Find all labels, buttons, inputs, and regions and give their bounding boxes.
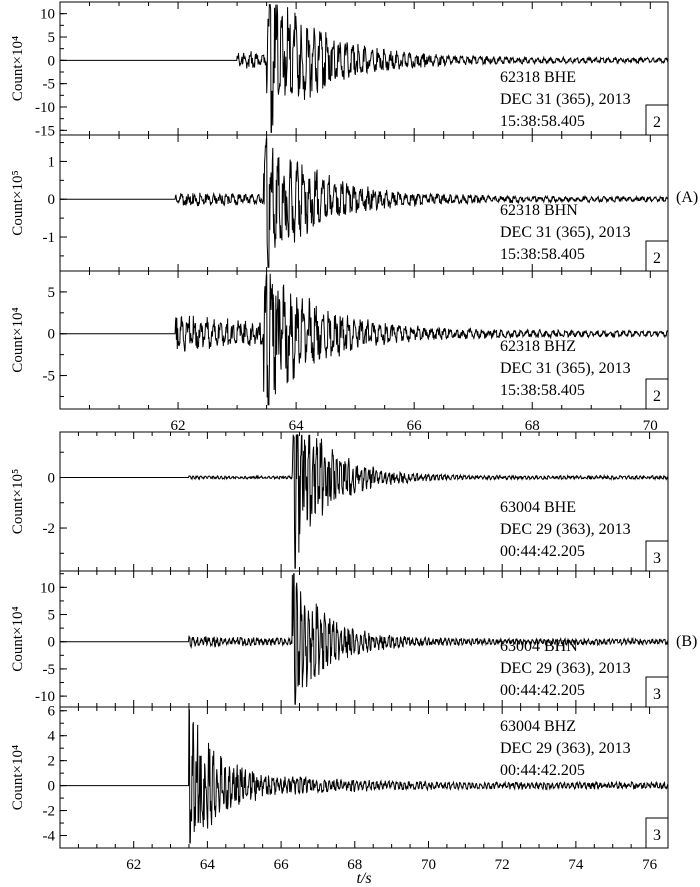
trace-station: 63004 BHE <box>500 499 576 516</box>
y-tick-label: -5 <box>43 77 56 93</box>
y-tick-label: 2 <box>48 754 56 770</box>
panel-0-2: 5 0 -5 Count×10⁴ 2 62318 BHZ DEC 31 (365), 201… <box>10 270 669 410</box>
corner-box-label: 3 <box>653 686 661 703</box>
y-tick-label: 10 <box>40 7 55 23</box>
x-tick-label: 62 <box>171 418 186 434</box>
group-label: (B) <box>676 633 697 650</box>
y-axis-label: Count×10⁴ <box>10 606 26 671</box>
x-tick-label: 70 <box>421 857 436 873</box>
waveform-trace <box>60 4 669 133</box>
x-tick-label: 62 <box>126 857 141 873</box>
trace-time: 00:44:42.205 <box>500 762 585 779</box>
trace-station: 62318 BHE <box>500 69 576 86</box>
x-tick-label: 74 <box>568 857 584 873</box>
corner-box-label: 2 <box>653 388 661 405</box>
y-tick-label: -5 <box>43 369 56 385</box>
trace-time: 00:44:42.205 <box>500 682 585 699</box>
y-tick-label: -10 <box>35 689 55 705</box>
y-axis-label: Count×10⁵ <box>10 170 26 235</box>
y-tick-label: 0 <box>48 53 56 69</box>
panel-0-1: 1 0 -1 Count×10⁵ 2 62318 BHN DEC 31 (365), 201… <box>10 134 669 272</box>
y-tick-label: 4 <box>48 729 56 745</box>
y-tick-label: 0 <box>48 470 56 486</box>
trace-time: 15:38:58.405 <box>500 246 585 263</box>
corner-box-label: 2 <box>653 250 661 267</box>
y-tick-label: -15 <box>35 123 55 139</box>
y-tick-label: 0 <box>48 779 56 795</box>
x-tick-label: 68 <box>525 418 540 434</box>
trace-date: DEC 29 (363), 2013 <box>500 521 631 538</box>
y-tick-label: 0 <box>48 635 56 651</box>
trace-time: 15:38:58.405 <box>500 113 585 130</box>
trace-date: DEC 31 (365), 2013 <box>500 360 631 377</box>
x-tick-label: 66 <box>274 857 290 873</box>
y-tick-label: 5 <box>48 285 56 301</box>
x-tick-label: 64 <box>289 418 305 434</box>
y-tick-label: -4 <box>43 829 56 845</box>
y-tick-label: 5 <box>48 608 56 624</box>
panel-0-0: 10 5 0 -5 -10 -15 Count×10⁴ 2 62318 BHE DEC 31 (3… <box>10 1 669 139</box>
panel-frame <box>59 706 669 849</box>
panel-1-0: 0 -2 Count×10⁵ 3 63004 BHE DEC 29 (363), 2013… <box>10 431 669 572</box>
y-tick-label: 6 <box>48 704 56 720</box>
corner-box <box>645 378 669 410</box>
corner-box <box>645 817 669 849</box>
y-axis-label: Count×10⁵ <box>10 469 26 534</box>
trace-date: DEC 29 (363), 2013 <box>500 740 631 757</box>
corner-box-label: 3 <box>653 550 661 567</box>
x-tick-label: 66 <box>407 418 423 434</box>
x-tick-label: 76 <box>642 857 658 873</box>
trace-station: 62318 BHN <box>500 202 578 219</box>
y-tick-label: 5 <box>48 30 56 46</box>
x-tick-label: 64 <box>200 857 216 873</box>
y-tick-label: -5 <box>43 662 56 678</box>
x-tick-label: 72 <box>495 857 510 873</box>
waveform-trace <box>60 573 669 705</box>
waveform-trace <box>60 138 669 268</box>
trace-time: 00:44:42.205 <box>500 543 585 560</box>
panel-1-2: 6 4 2 0 -2 -4 Count×10⁴ 3 63004 BHZ DEC 29 (363),… <box>10 704 669 849</box>
corner-box-label: 3 <box>653 827 661 844</box>
y-tick-label: 10 <box>40 580 55 596</box>
corner-box-label: 2 <box>653 114 661 131</box>
y-tick-label: -2 <box>43 804 56 820</box>
y-tick-label: -10 <box>35 100 55 116</box>
y-axis-label: Count×10⁴ <box>10 745 26 810</box>
y-tick-label: -1 <box>43 230 56 246</box>
x-axis-label: t/s <box>356 870 371 887</box>
trace-time: 15:38:58.405 <box>500 382 585 399</box>
trace-date: DEC 31 (365), 2013 <box>500 91 631 108</box>
waveform-trace <box>60 709 669 844</box>
panel-frame <box>59 270 669 410</box>
y-tick-label: 0 <box>48 327 56 343</box>
x-tick-label: 70 <box>643 418 658 434</box>
y-tick-label: 1 <box>48 154 56 170</box>
waveform-trace <box>60 273 669 406</box>
group-label: (A) <box>676 189 698 206</box>
y-axis-label: Count×10⁴ <box>10 307 26 372</box>
y-axis-label: Count×10⁴ <box>10 36 26 101</box>
trace-date: DEC 29 (363), 2013 <box>500 660 631 677</box>
y-tick-label: -2 <box>43 521 56 537</box>
trace-station: 62318 BHZ <box>500 338 576 355</box>
x-tick-label: 68 <box>347 857 362 873</box>
trace-date: DEC 31 (365), 2013 <box>500 224 631 241</box>
y-tick-label: 0 <box>48 192 56 208</box>
group-1: 0 -2 Count×10⁵ 3 63004 BHE DEC 29 (363), 2013… <box>10 431 697 887</box>
waveform-trace <box>60 434 669 569</box>
trace-station: 63004 BHZ <box>500 718 576 735</box>
